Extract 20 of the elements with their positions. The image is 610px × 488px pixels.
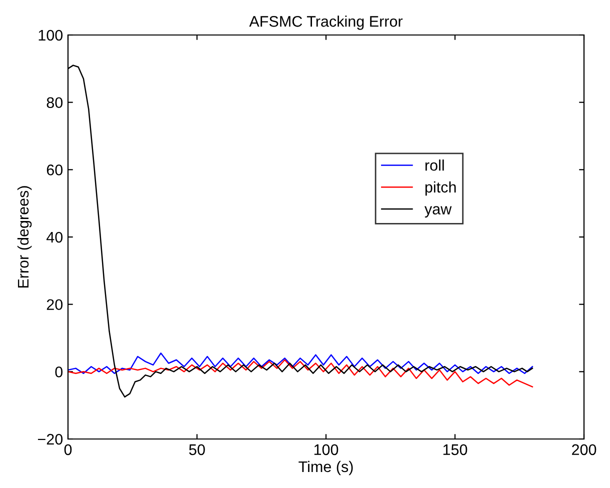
line-series (68, 352, 534, 374)
legend-label: roll (425, 160, 444, 171)
y-tick-label: 60 (46, 164, 63, 176)
x-tick-label: 150 (443, 444, 468, 456)
x-tick-label: 200 (572, 444, 596, 456)
x-tick-label: 100 (314, 444, 338, 456)
y-tick-label: 40 (46, 232, 63, 243)
x-axis-title: Time (s) (298, 460, 353, 476)
x-tick-label: 50 (189, 444, 205, 456)
y-tick-label: 100 (38, 30, 63, 41)
chart-title: AFSMC Tracking Error (249, 16, 403, 30)
y-tick-label: 20 (46, 299, 63, 310)
legend-label: pitch (425, 181, 456, 196)
y-axis-title: Error (degrees) (17, 186, 32, 288)
line-series (68, 359, 534, 388)
y-tick-label: 80 (46, 97, 63, 108)
legend-label: yaw (424, 206, 452, 218)
y-tick-label: −20 (38, 434, 63, 445)
x-tick-label: 0 (64, 444, 72, 456)
y-tick-label: 0 (55, 366, 63, 378)
